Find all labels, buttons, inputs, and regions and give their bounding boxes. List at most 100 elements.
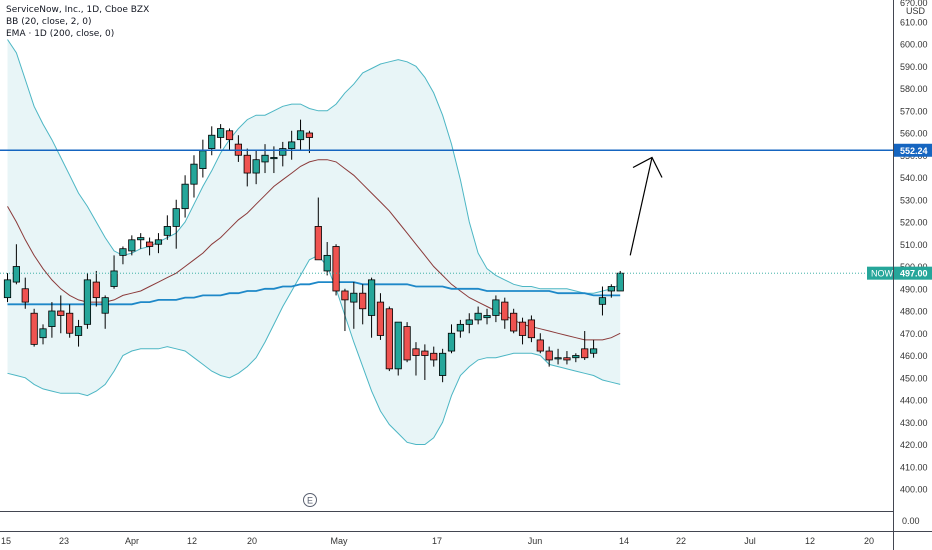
candle	[589, 339, 598, 358]
candle	[581, 331, 589, 360]
projection-arrowhead	[632, 156, 663, 178]
candle-body	[563, 357, 571, 361]
time-axis: 15 23 Apr 12 20 May 17 Jun 14 22 Jul 12 20	[1, 536, 874, 546]
price-tick-label: 530.00	[900, 195, 928, 205]
price-tick-label: 480.00	[900, 307, 928, 317]
candle-body	[66, 312, 74, 334]
annotations: E	[0, 149, 893, 507]
candle	[279, 141, 287, 167]
candle-body	[616, 272, 624, 292]
chart-legend: ServiceNow, Inc., 1D, Cboe BZX BB (20, c…	[6, 4, 149, 40]
candle	[367, 277, 376, 338]
price-tick-label: 520.00	[900, 218, 928, 228]
candle-body	[403, 326, 411, 361]
candle	[145, 237, 154, 256]
candle	[217, 124, 225, 149]
legend-bb-indicator: BB (20, close, 2, 0)	[6, 17, 92, 27]
candle-body	[74, 326, 83, 336]
candle-body	[163, 226, 171, 236]
price-tick-label: 600.00	[900, 40, 928, 50]
candle-body	[572, 355, 580, 359]
candle-body	[3, 279, 12, 299]
candle-body	[536, 339, 544, 352]
candle	[403, 322, 411, 363]
candle	[465, 313, 473, 334]
candle-body	[57, 310, 65, 316]
candle-body	[270, 157, 278, 160]
candle	[510, 308, 518, 334]
candle	[252, 150, 260, 185]
candle-body	[119, 248, 127, 256]
candle-body	[421, 350, 429, 356]
indicator-lines	[7, 39, 621, 445]
price-tick-label: 540.00	[900, 173, 928, 183]
bb-fill	[7, 39, 621, 445]
candle	[439, 348, 447, 383]
candle-body	[456, 323, 464, 332]
candle-body	[589, 348, 598, 354]
candle-body	[48, 310, 56, 327]
candle	[39, 324, 47, 345]
candle	[607, 284, 615, 298]
time-tick-label: 15	[1, 536, 11, 546]
candle-body	[225, 130, 234, 141]
candle-body	[30, 312, 38, 345]
candle	[492, 295, 500, 323]
candle	[296, 119, 305, 151]
candle-body	[350, 292, 358, 303]
candle	[243, 148, 251, 187]
candle	[359, 284, 367, 325]
price-tick-label: 460.00	[900, 351, 928, 361]
candle	[261, 144, 269, 174]
candle-body	[545, 350, 553, 361]
candle	[385, 306, 393, 372]
candle	[536, 333, 544, 354]
candle	[21, 277, 29, 309]
candle	[527, 315, 536, 343]
candle	[48, 302, 56, 338]
candle	[412, 342, 420, 376]
candle	[101, 295, 109, 329]
candle	[288, 130, 296, 160]
price-tick-label: 6?0.00	[900, 0, 928, 8]
candle	[163, 215, 171, 240]
price-tick-label: 430.00	[900, 418, 928, 428]
time-tick-label: 23	[59, 536, 69, 546]
candle	[430, 346, 438, 367]
candle	[225, 128, 234, 151]
candle	[92, 270, 100, 307]
candle-body	[359, 292, 367, 310]
candle	[332, 244, 340, 296]
candle	[483, 308, 491, 325]
earnings-marker-label: E	[307, 496, 313, 506]
candle	[598, 286, 607, 316]
candle	[456, 319, 464, 338]
price-tick-label: 410.00	[900, 462, 928, 472]
candle-body	[376, 301, 385, 336]
time-tick-label: Jun	[528, 536, 543, 546]
candle	[341, 288, 349, 332]
candle	[137, 233, 145, 249]
time-tick-label: 12	[805, 536, 815, 546]
candle-body	[598, 297, 607, 305]
candle-body	[323, 254, 331, 272]
candle	[394, 321, 402, 376]
candle	[616, 270, 624, 292]
price-tick-label: 580.00	[900, 84, 928, 94]
candle-body	[341, 290, 349, 301]
candle-body	[581, 348, 589, 359]
time-tick-label: 14	[619, 536, 629, 546]
candle	[66, 304, 74, 338]
candle	[199, 139, 207, 178]
volume-zero-label: 0.00	[902, 516, 920, 526]
price-tick-label: 400.00	[900, 485, 928, 495]
candle	[3, 273, 12, 303]
candle-body	[145, 241, 154, 247]
candle-body	[172, 208, 180, 227]
resistance-price-label: 552.24	[900, 146, 928, 156]
candle-body	[314, 226, 322, 261]
legend-ema-indicator: EMA · 1D (200, close, 0)	[6, 29, 115, 39]
candle-body	[288, 141, 296, 149]
candle	[376, 293, 385, 340]
